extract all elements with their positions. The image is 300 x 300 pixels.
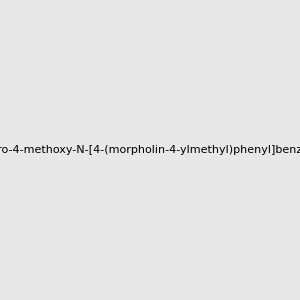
- Text: 3-chloro-4-methoxy-N-[4-(morpholin-4-ylmethyl)phenyl]benzamide: 3-chloro-4-methoxy-N-[4-(morpholin-4-ylm…: [0, 145, 300, 155]
